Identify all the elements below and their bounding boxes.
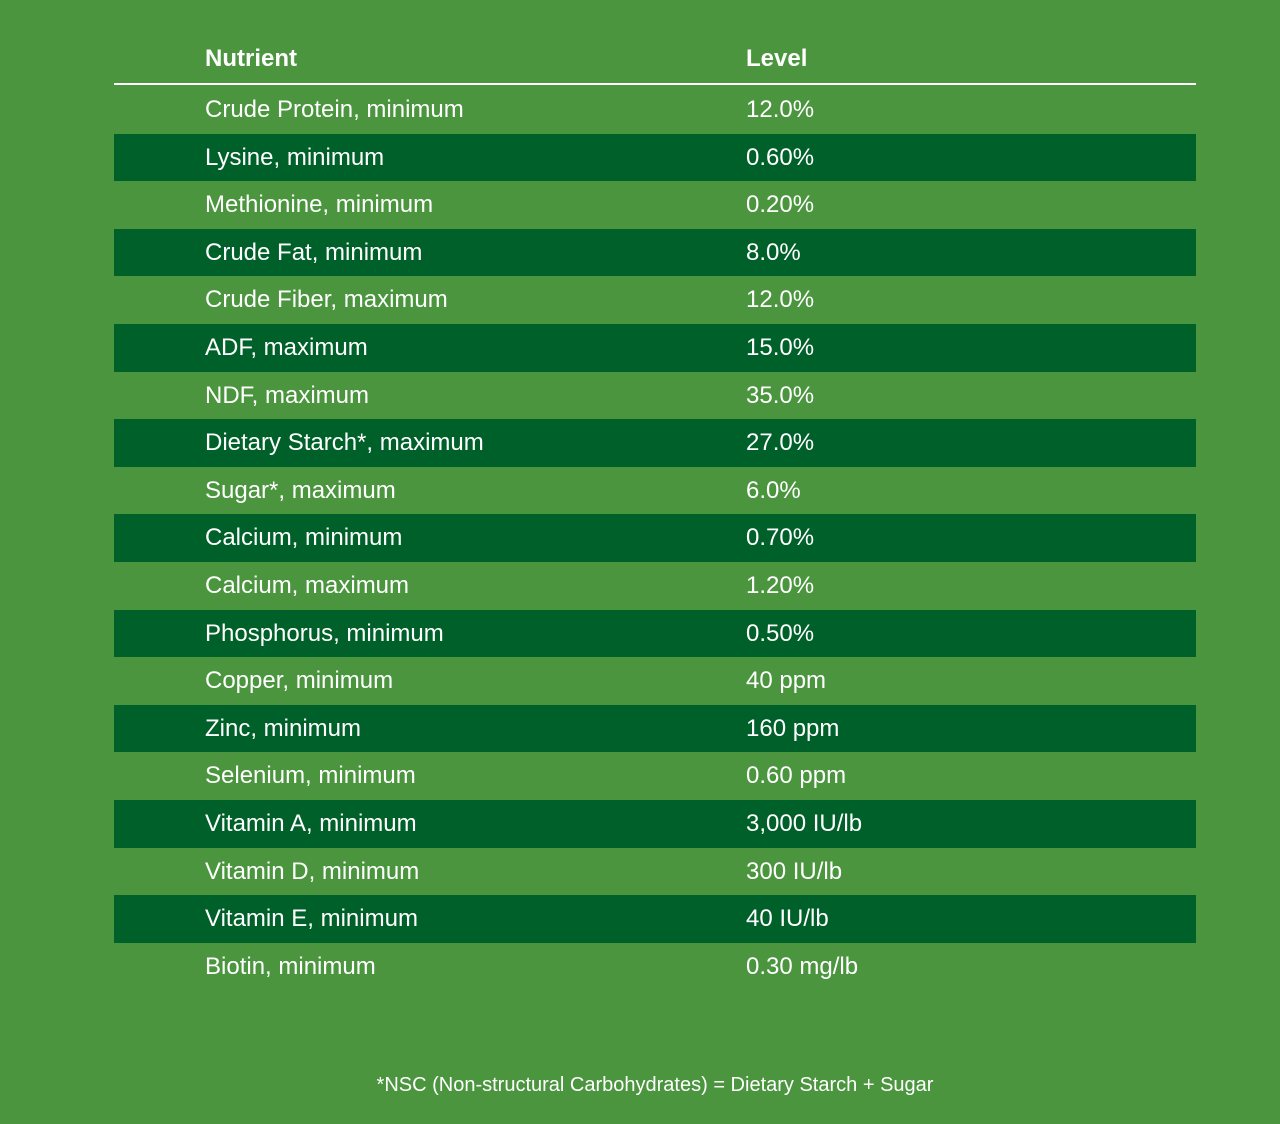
nutrient-cell: Vitamin A, minimum [205,809,417,837]
nutrient-cell: Copper, minimum [205,667,394,695]
footnote: *NSC (Non-structural Carbohydrates) = Di… [376,1074,934,1096]
table-row: Selenium, minimum 0.60 ppm [114,752,1196,800]
level-cell: 35.0% [746,381,815,409]
nutrient-cell: Sugar*, maximum [205,476,396,504]
level-cell: 15.0% [746,333,815,361]
nutrient-cell: Dietary Starch*, maximum [205,429,484,457]
nutrient-cell: Zinc, minimum [205,714,362,742]
level-cell: 1.20% [746,571,815,599]
nutrient-table: Nutrient Level Crude Protein, minimum 12.… [114,40,1196,990]
level-cell: 0.60 ppm [746,762,847,790]
table-header: Nutrient Level [114,40,1196,85]
level-cell: 160 ppm [746,714,840,742]
level-cell: 3,000 IU/lb [746,809,863,837]
nutrient-cell: Biotin, minimum [205,952,376,980]
table-row: Crude Fiber, maximum 12.0% [114,276,1196,324]
level-cell: 0.50% [746,619,815,647]
table-body: Crude Protein, minimum 12.0% Lysine, minim… [114,86,1196,990]
level-cell: 40 ppm [746,667,827,695]
nutrient-cell: NDF, maximum [205,381,370,409]
table-row: Calcium, minimum 0.70% [114,514,1196,562]
table-row: Dietary Starch*, maximum 27.0% [114,419,1196,467]
nutrient-cell: Crude Protein, minimum [205,96,464,123]
nutrient-cell: Crude Fiber, maximum [205,286,448,314]
table-row: Zinc, minimum 160 ppm [114,704,1196,753]
header-nutrient: Nutrient [205,45,297,72]
nutrient-cell: Crude Fat, minimum [205,238,423,266]
level-cell: 12.0% [746,286,815,314]
level-cell: 6.0% [746,476,801,504]
table-row: Crude Fat, minimum 8.0% [114,228,1196,277]
table-row: Copper, minimum 40 ppm [114,657,1196,705]
header-level: Level [746,45,808,72]
nutrient-cell: Calcium, minimum [205,524,403,552]
table-row: Calcium, maximum 1.20% [114,562,1196,610]
table-row: Sugar*, maximum 6.0% [114,467,1196,515]
level-cell: 300 IU/lb [746,857,843,885]
level-cell: 12.0% [746,96,815,123]
table-row: Biotin, minimum 0.30 mg/lb [114,943,1196,991]
nutrient-cell: Phosphorus, minimum [205,619,444,647]
table-row: Vitamin E, minimum 40 IU/lb [114,895,1196,943]
table-row: Lysine, minimum 0.60% [114,133,1196,182]
table-row: Crude Protein, minimum 12.0% [114,86,1196,134]
table-row: ADF, maximum 15.0% [114,323,1196,372]
level-cell: 0.60% [746,143,815,171]
level-cell: 8.0% [746,238,801,266]
table-row: Vitamin A, minimum 3,000 IU/lb [114,799,1196,848]
table-row: Phosphorus, minimum 0.50% [114,609,1196,658]
nutrient-cell: Selenium, minimum [205,762,416,790]
level-cell: 0.30 mg/lb [746,952,859,980]
nutrient-cell: Vitamin E, minimum [205,905,418,933]
nutrient-cell: Vitamin D, minimum [205,857,420,885]
level-cell: 0.20% [746,191,815,219]
nutrient-cell: Calcium, maximum [205,571,410,599]
table-row: Vitamin D, minimum 300 IU/lb [114,848,1196,896]
nutrient-cell: Lysine, minimum [205,143,385,171]
level-cell: 40 IU/lb [746,905,829,933]
nutrient-cell: Methionine, minimum [205,191,434,219]
level-cell: 27.0% [746,429,815,457]
table-row: NDF, maximum 35.0% [114,372,1196,420]
table-row: Methionine, minimum 0.20% [114,181,1196,229]
level-cell: 0.70% [746,524,815,552]
nutrient-cell: ADF, maximum [205,333,368,361]
